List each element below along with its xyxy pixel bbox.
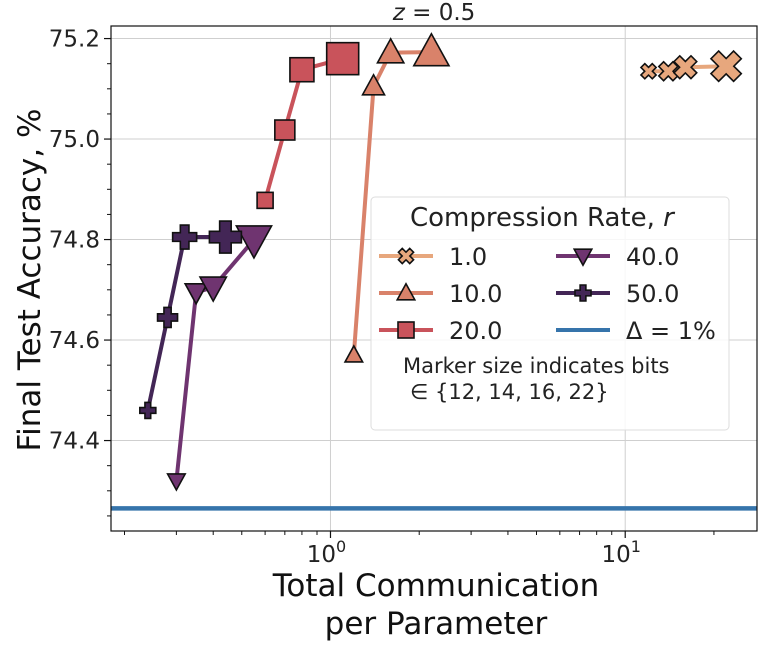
data-point — [139, 401, 157, 420]
x-axis-label-line2: per Parameter — [325, 606, 548, 642]
y-tick-label: 74.8 — [49, 228, 100, 254]
data-point — [235, 225, 273, 260]
legend-label: 50.0 — [626, 280, 679, 308]
data-point — [289, 56, 315, 83]
series-40.0 — [166, 225, 273, 492]
data-point — [343, 344, 364, 363]
legend-entry-10.0: 10.0 — [379, 280, 502, 308]
legend-entry-20.0: 20.0 — [379, 317, 502, 345]
legend-entry-40.0: 40.0 — [556, 243, 679, 271]
x-axis-label-line1: Total Communication — [272, 568, 600, 604]
marker-size-note-line2: ∈ {12, 14, 16, 22} — [410, 380, 609, 404]
title-variable: z — [392, 0, 406, 26]
legend-label: 40.0 — [626, 243, 679, 271]
data-point — [376, 37, 406, 64]
series-line — [351, 50, 432, 356]
data-point — [171, 224, 198, 250]
data-point — [709, 49, 743, 83]
legend-entry-Δ = 1%: Δ = 1% — [556, 317, 716, 345]
legend-swatch-marker — [395, 282, 417, 301]
marker-size-note-line1: Marker size indicates bits — [403, 354, 670, 378]
series-10.0 — [343, 32, 451, 363]
y-tick-label: 75.2 — [49, 27, 100, 53]
data-point — [198, 276, 228, 303]
data-point — [412, 32, 451, 67]
chart-title: z = 0.5 — [392, 0, 476, 26]
y-axis-label: Final Test Accuracy, % — [12, 109, 48, 452]
data-point — [325, 41, 360, 76]
y-tick-labels: 74.4 74.6 74.8 75.0 75.2 — [49, 27, 111, 455]
data-point — [672, 54, 698, 80]
data-point — [208, 220, 243, 254]
legend-label: Δ = 1% — [626, 317, 716, 345]
data-point — [156, 306, 179, 329]
series-line — [263, 56, 344, 201]
y-tick-label: 74.6 — [49, 328, 100, 354]
title-rest: = 0.5 — [405, 0, 475, 26]
plot-frame — [110, 25, 758, 532]
series-50.0 — [139, 220, 243, 420]
series-line — [145, 235, 226, 411]
data-point — [256, 191, 274, 210]
legend-entry-1.0: 1.0 — [379, 243, 487, 271]
legend-swatch-marker — [397, 247, 415, 265]
data-point — [657, 60, 679, 82]
x-tick-labels: 100 101 — [307, 531, 641, 568]
legend-label: 10.0 — [449, 280, 502, 308]
data-point — [166, 473, 187, 492]
legend-swatch-marker — [572, 248, 594, 267]
legend-entries: 1.0 10.0 20.0 40.0 50.0 Δ = 1% — [379, 243, 716, 345]
series-layer — [139, 32, 743, 492]
legend: Compression Rate, r 1.0 10.0 20.0 40.0 50.0 Δ… — [370, 196, 730, 431]
legend-swatch-marker — [397, 321, 415, 339]
series-1.0 — [639, 49, 743, 83]
x-tick-label: 100 — [307, 537, 346, 568]
y-tick-label: 74.4 — [49, 429, 100, 455]
data-point — [361, 73, 386, 96]
series-20.0 — [256, 41, 360, 210]
data-point — [183, 283, 209, 306]
data-point — [274, 119, 296, 141]
legend-label: 1.0 — [449, 243, 487, 271]
legend-label: 20.0 — [449, 317, 502, 345]
legend-entry-50.0: 50.0 — [556, 280, 679, 308]
y-tick-label: 75.0 — [49, 127, 100, 153]
legend-box — [370, 196, 730, 431]
data-point — [639, 62, 658, 80]
legend-title: Compression Rate, r — [410, 203, 676, 233]
x-tick-label: 101 — [601, 537, 640, 568]
legend-swatch-marker — [574, 284, 592, 302]
minor-ticks — [107, 63, 715, 535]
